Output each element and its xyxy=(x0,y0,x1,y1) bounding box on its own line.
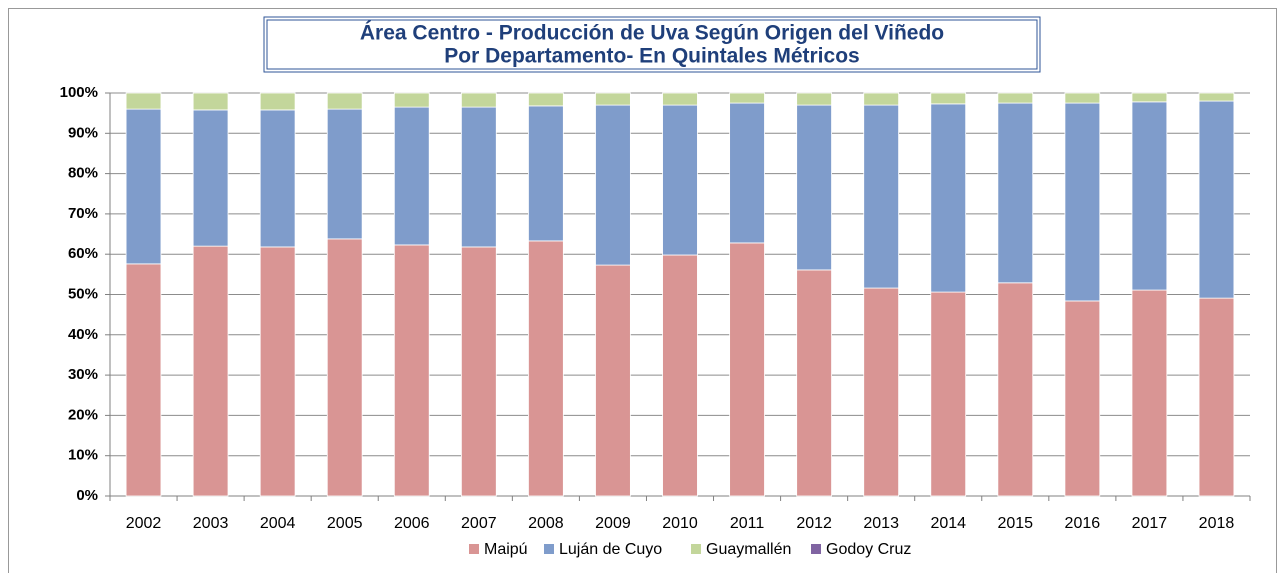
title-box-inner xyxy=(266,19,1038,70)
bar-segment xyxy=(1198,100,1235,299)
x-tick-label: 2012 xyxy=(796,515,832,532)
bar-segment xyxy=(1198,92,1235,102)
legend-label: Guaymallén xyxy=(706,541,791,558)
bar-segment xyxy=(595,92,631,106)
y-tick-label: 60% xyxy=(68,245,98,262)
bar-segment xyxy=(326,92,363,110)
legend-label: Luján de Cuyo xyxy=(559,541,662,558)
y-tick-label: 0% xyxy=(76,487,98,504)
legend-swatch xyxy=(469,544,479,554)
x-tick-label: 2017 xyxy=(1132,515,1168,532)
y-tick-label: 10% xyxy=(68,447,98,464)
bar-segment xyxy=(528,105,564,242)
bar-segment xyxy=(595,104,631,266)
bar-segment xyxy=(997,282,1034,497)
bar-segment xyxy=(1131,101,1168,291)
bar-segment xyxy=(1198,297,1235,497)
x-tick-label: 2005 xyxy=(327,515,363,532)
y-tick-label: 70% xyxy=(68,205,98,222)
bar-segment xyxy=(125,108,162,265)
bar-segment xyxy=(997,102,1034,284)
x-tick-label: 2003 xyxy=(193,515,229,532)
bar-segment xyxy=(729,242,765,497)
bar-segment xyxy=(1064,92,1101,104)
x-tick-label: 2015 xyxy=(997,515,1033,532)
bar-segment xyxy=(662,254,698,497)
bar-segment xyxy=(930,291,967,497)
y-tick-label: 30% xyxy=(68,366,98,383)
bar-segment xyxy=(930,103,967,293)
x-tick-label: 2010 xyxy=(662,515,698,532)
y-tick-label: 90% xyxy=(68,124,98,141)
legend-swatch xyxy=(691,544,701,554)
bar-segment xyxy=(662,104,698,256)
bar-segment xyxy=(863,287,900,497)
x-tick-label: 2013 xyxy=(863,515,899,532)
bar-segment xyxy=(460,246,497,497)
bar-segment xyxy=(796,104,832,271)
bar-segment xyxy=(1131,92,1168,103)
legend-label: Godoy Cruz xyxy=(826,541,911,558)
legend-swatch xyxy=(811,544,821,554)
bar-segment xyxy=(729,92,765,104)
bar-segment xyxy=(460,106,497,248)
bar-segment xyxy=(393,106,430,246)
x-tick-label: 2009 xyxy=(595,515,631,532)
bar-segment xyxy=(393,244,430,497)
bar-segment xyxy=(863,104,900,289)
bar-segment xyxy=(192,245,229,497)
x-tick-label: 2006 xyxy=(394,515,430,532)
bar-segment xyxy=(997,92,1034,104)
chart-title: Por Departamento- En Quintales Métricos xyxy=(444,45,859,68)
bar-segment xyxy=(1064,300,1101,497)
bar-segment xyxy=(595,264,631,497)
y-tick-label: 100% xyxy=(60,84,98,101)
bar-segment xyxy=(192,92,229,111)
bar-segment xyxy=(326,108,363,240)
bar-segment xyxy=(863,92,900,106)
bar-segment xyxy=(662,92,698,106)
bar-segment xyxy=(393,92,430,108)
legend-swatch xyxy=(544,544,554,554)
bar-segment xyxy=(1131,289,1168,497)
bar-segment xyxy=(729,102,765,244)
y-tick-label: 50% xyxy=(68,285,98,302)
y-tick-label: 80% xyxy=(68,165,98,182)
bar-segment xyxy=(460,92,497,108)
bar-segment xyxy=(796,269,832,497)
y-tick-label: 20% xyxy=(68,406,98,423)
x-tick-label: 2018 xyxy=(1199,515,1235,532)
legend-label: Maipú xyxy=(484,541,528,558)
bar-segment xyxy=(796,92,832,106)
x-tick-label: 2014 xyxy=(930,515,966,532)
x-tick-label: 2016 xyxy=(1065,515,1101,532)
title-box xyxy=(263,16,1041,73)
x-tick-label: 2004 xyxy=(260,515,296,532)
bar-segment xyxy=(528,240,564,497)
x-tick-label: 2008 xyxy=(528,515,564,532)
bar-segment xyxy=(125,263,162,497)
bar-segment xyxy=(259,109,296,248)
chart-title: Área Centro - Producción de Uva Según Or… xyxy=(360,22,944,45)
bar-segment xyxy=(259,246,296,497)
y-tick-label: 40% xyxy=(68,326,98,343)
bar-segment xyxy=(528,92,564,107)
bar-segment xyxy=(930,92,967,105)
bar-segment xyxy=(192,109,229,247)
x-tick-label: 2007 xyxy=(461,515,497,532)
bar-segment xyxy=(259,92,296,111)
bar-segment xyxy=(1064,102,1101,302)
bar-segment xyxy=(125,92,162,110)
x-tick-label: 2002 xyxy=(126,515,162,532)
bar-segment xyxy=(326,238,363,497)
x-tick-label: 2011 xyxy=(730,515,765,532)
